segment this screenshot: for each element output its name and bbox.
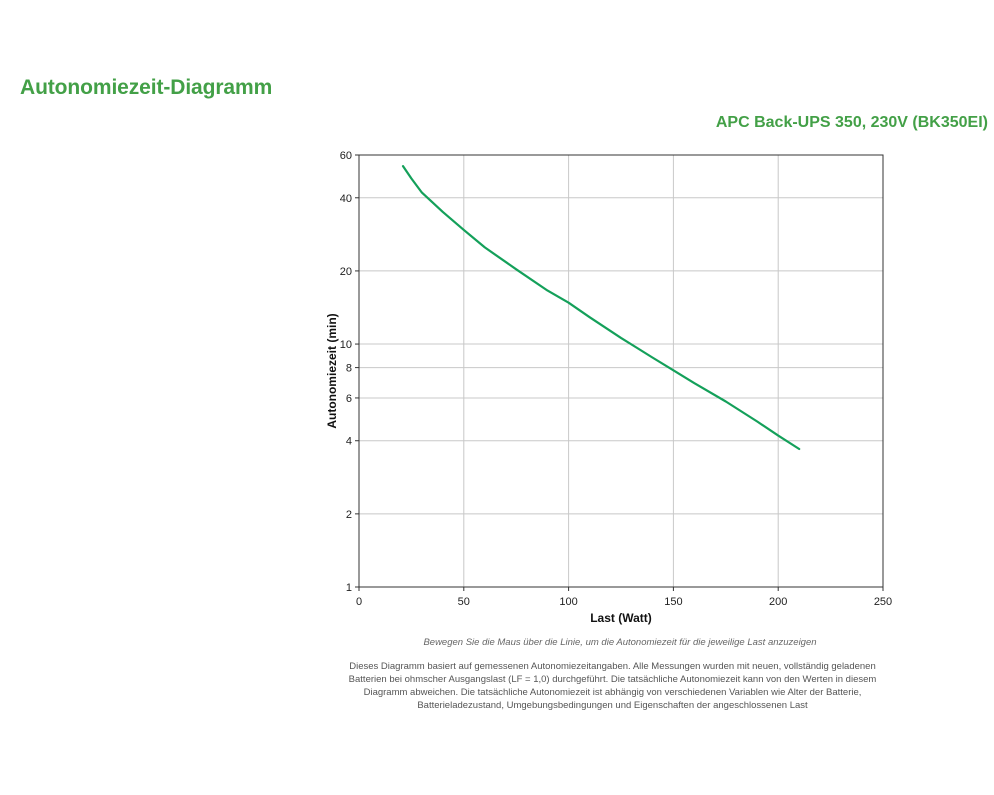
x-tick-label: 150 [664, 596, 682, 608]
y-tick-label: 40 [340, 193, 352, 205]
x-tick-labels: 0 50 100 150 200 250 [356, 596, 892, 608]
x-tick-label: 250 [874, 596, 892, 608]
y-tick-label: 1 [346, 582, 352, 594]
y-tick-label: 10 [340, 339, 352, 351]
y-tick-label: 8 [346, 363, 352, 375]
x-tick-label: 0 [356, 596, 362, 608]
y-tick-labels: 1 2 4 6 8 10 20 40 60 [340, 150, 352, 594]
page-title: Autonomiezeit-Diagramm [20, 76, 273, 99]
y-tick-label: 60 [340, 150, 352, 162]
disclaimer-text: Dieses Diagramm basiert auf gemessenen A… [348, 661, 877, 711]
x-tick-label: 100 [559, 596, 577, 608]
x-tick-label: 50 [458, 596, 470, 608]
x-tick-label: 200 [769, 596, 787, 608]
plot-frame [358, 154, 884, 588]
x-axis-label: Last (Watt) [590, 611, 652, 625]
y-tick-label: 2 [346, 509, 352, 521]
grid-lines [355, 154, 884, 591]
y-axis-label: Autonomiezeit (min) [325, 313, 339, 428]
y-tick-label: 20 [340, 266, 352, 278]
product-title: APC Back-UPS 350, 230V (BK350EI) [715, 114, 988, 131]
y-tick-label: 6 [346, 393, 352, 405]
runtime-series-line[interactable] [401, 165, 801, 451]
hover-hint: Bewegen Sie die Maus über die Linie, um … [423, 637, 817, 648]
y-tick-label: 4 [346, 436, 352, 448]
